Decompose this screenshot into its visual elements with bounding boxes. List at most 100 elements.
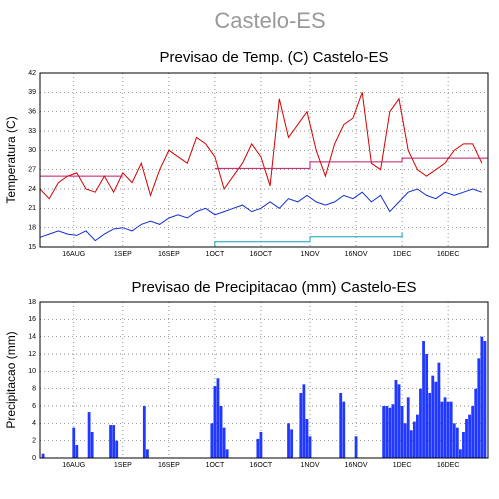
x-tick-label: 16DEC (437, 251, 460, 258)
plot-frame (39, 72, 489, 248)
x-tick-label: 16DEC (437, 462, 460, 469)
y-tick-label: 12 (28, 351, 36, 358)
bar (480, 336, 484, 458)
bar (145, 449, 149, 458)
bar (471, 406, 475, 458)
bar (446, 401, 450, 458)
x-tick-label: 16SEP (158, 462, 180, 469)
line-series (214, 232, 403, 247)
bar (422, 341, 425, 458)
x-tick-label: 16AUG (62, 251, 85, 258)
bar (112, 425, 116, 458)
bar (458, 449, 462, 458)
bar (354, 436, 358, 458)
x-tick-label: 16SEP (158, 251, 180, 258)
bar (416, 414, 419, 458)
x-tick-label: 16OCT (250, 462, 273, 469)
y-tick-label: 16 (28, 316, 36, 323)
bar (210, 423, 214, 458)
line-series (40, 157, 488, 177)
bar (287, 423, 290, 458)
bar (403, 423, 407, 458)
y-tick-label: 2 (32, 438, 36, 445)
y-tick-label: 6 (32, 403, 36, 410)
line-series (39, 188, 483, 242)
y-tick-label: 0 (32, 455, 36, 462)
bar (342, 401, 346, 458)
bar (434, 381, 438, 458)
bar (302, 384, 306, 458)
y-tick-label: 18 (28, 299, 36, 306)
bar (216, 378, 220, 458)
bar (419, 388, 422, 458)
bar (483, 341, 487, 458)
bar (41, 453, 45, 458)
bar (90, 432, 94, 458)
x-tick-label: 1NOV (300, 251, 319, 258)
bar (308, 436, 312, 458)
bar (477, 358, 481, 458)
bar (222, 427, 226, 458)
x-tick-label: 1SEP (114, 251, 132, 258)
y-tick-label: 4 (32, 420, 36, 427)
bar (431, 375, 435, 458)
bar (474, 388, 478, 458)
x-tick-label: 1SEP (114, 462, 132, 469)
bar (290, 429, 294, 458)
line-series (39, 92, 483, 200)
bar (462, 432, 465, 458)
y-tick-label: 42 (28, 70, 36, 77)
bar (440, 401, 444, 458)
bar (382, 406, 386, 458)
y-tick-label: 18 (28, 225, 36, 232)
y-tick-label: 24 (28, 186, 36, 193)
bar (397, 384, 401, 458)
bar (443, 397, 447, 458)
y-tick-label: 39 (28, 89, 36, 96)
y-tick-label: 27 (28, 167, 36, 174)
bar (75, 445, 79, 458)
plot-frame (39, 301, 489, 459)
y-tick-label: 10 (28, 368, 36, 375)
bar (219, 406, 223, 458)
x-tick-label: 1NOV (300, 462, 319, 469)
page-title: Castelo-ES (214, 8, 325, 33)
bar (305, 419, 309, 458)
bar (299, 393, 303, 458)
x-tick-label: 16NOV (345, 462, 368, 469)
y-axis-label: Temperatura (C) (4, 116, 18, 203)
bar (412, 421, 416, 458)
x-tick-label: 1OCT (206, 251, 225, 258)
y-tick-label: 8 (32, 386, 36, 393)
bar (449, 401, 453, 458)
y-tick-label: 21 (28, 205, 36, 212)
y-tick-label: 14 (28, 334, 36, 341)
y-tick-label: 36 (28, 109, 36, 116)
y-axis-label: Precipitacao (mm) (4, 331, 18, 428)
chart-title: Previsao de Temp. (C) Castelo-ES (160, 49, 389, 66)
bar (259, 432, 263, 458)
bar (455, 427, 459, 458)
bar (425, 354, 429, 458)
bar (109, 425, 112, 458)
bar (452, 423, 456, 458)
bar (468, 414, 471, 458)
bar (213, 386, 217, 458)
bar (339, 393, 343, 458)
bar (406, 397, 410, 458)
bar (256, 438, 260, 458)
bar (409, 430, 413, 458)
bar (394, 380, 398, 458)
bar (115, 440, 119, 458)
bar (87, 412, 91, 458)
y-tick-label: 33 (28, 128, 36, 135)
bar (400, 406, 404, 458)
bar (385, 406, 389, 458)
bar (437, 362, 441, 458)
x-tick-label: 1DEC (393, 251, 412, 258)
y-tick-label: 30 (28, 147, 36, 154)
y-tick-label: 15 (28, 244, 36, 251)
chart-title: Previsao de Precipitacao (mm) Castelo-ES (131, 279, 416, 296)
